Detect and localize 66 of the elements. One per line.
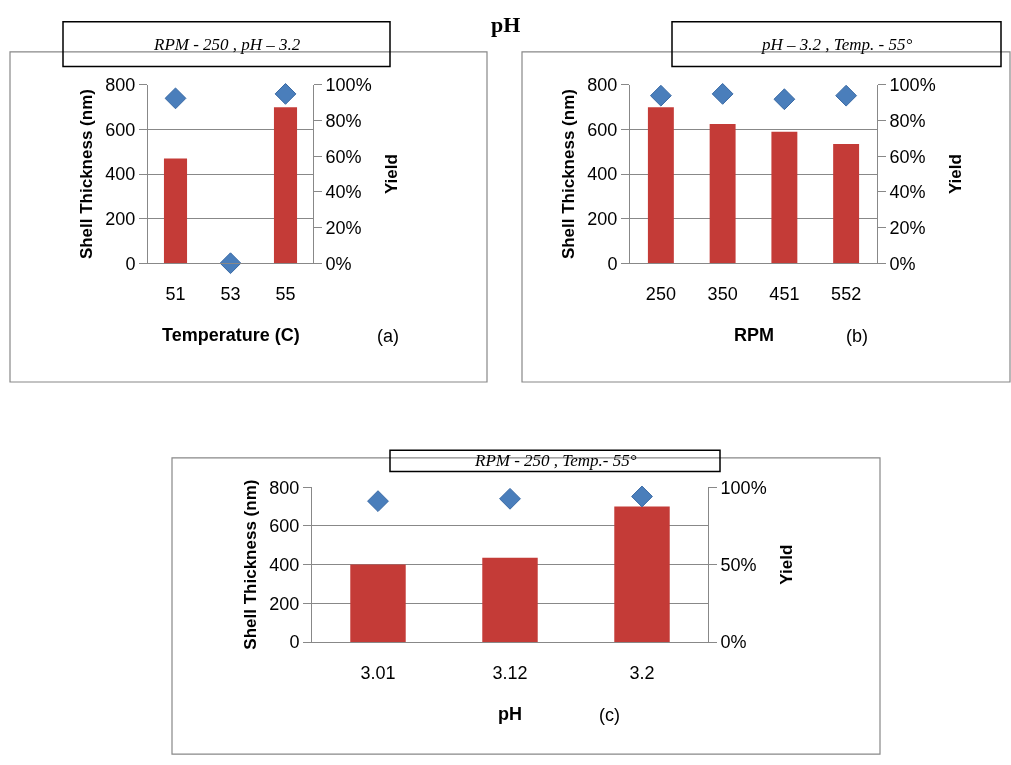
x-tick-label: 55 (275, 283, 296, 304)
bar (614, 506, 670, 643)
x-tick-label: 3.2 (629, 662, 655, 683)
y-tick-label: 200 (269, 593, 300, 614)
bar (350, 564, 406, 643)
y-tick-label: 800 (587, 75, 618, 96)
y-tick-label: 600 (587, 119, 618, 140)
y2-tick-label: 0% (720, 632, 747, 653)
y-tick-label: 200 (587, 208, 618, 229)
y2-tick-label: 60% (889, 146, 926, 167)
chart-title: RPM - 250 , pH – 3.2 (153, 35, 301, 54)
x-tick-label: 53 (220, 283, 241, 304)
y-axis-title: Shell Thickness (nm) (558, 89, 578, 260)
text: pH (491, 12, 521, 37)
point (219, 252, 242, 275)
y-axis-title: Shell Thickness (nm) (76, 89, 96, 260)
y2-tick-label: 0% (325, 253, 352, 274)
point (274, 83, 297, 105)
x-tick-label: 3.12 (492, 662, 528, 683)
y2-tick-label: 50% (720, 554, 757, 575)
y-tick-label: 0 (125, 253, 136, 274)
bar (709, 123, 736, 264)
y-tick-label: 400 (269, 554, 300, 575)
y-tick-label: 800 (105, 75, 136, 96)
chart-title: pH – 3.2 , Temp. - 55° (761, 35, 913, 54)
y-tick-label: 400 (105, 164, 136, 185)
bar (647, 107, 674, 264)
y2-tick-label: 100% (889, 75, 936, 96)
y-tick-label: 200 (105, 208, 136, 229)
y2-tick-label: 20% (325, 217, 362, 238)
x-tick-label: 51 (165, 283, 186, 304)
x-tick-label: 451 (769, 283, 800, 304)
y2-tick-label: 20% (889, 217, 926, 238)
y2-axis-title: Yield (777, 544, 797, 585)
x-axis-title: Temperature (C) (162, 325, 300, 345)
text: (a) (377, 326, 399, 346)
y-tick-label: 400 (587, 164, 618, 185)
y-tick-label: 600 (269, 516, 300, 537)
y-tick-label: 800 (269, 477, 300, 498)
bar (771, 131, 798, 264)
point (164, 87, 187, 110)
bar (482, 557, 538, 643)
y2-tick-label: 40% (889, 182, 926, 203)
x-tick-label: 350 (707, 283, 738, 304)
x-tick-label: 3.01 (360, 662, 396, 683)
y2-tick-label: 80% (325, 110, 362, 131)
y-tick-label: 600 (105, 119, 136, 140)
y-tick-label: 0 (607, 253, 618, 274)
y2-tick-label: 100% (325, 75, 372, 96)
x-axis-title: RPM (734, 325, 774, 345)
x-tick-label: 250 (645, 283, 676, 304)
y2-tick-label: 100% (720, 477, 767, 498)
y2-tick-label: 60% (325, 146, 362, 167)
text: (c) (599, 705, 620, 725)
bar (833, 144, 860, 264)
y2-tick-label: 80% (889, 110, 926, 131)
chart-title: RPM - 250 , Temp.- 55° (474, 451, 637, 470)
y-axis-title: Shell Thickness (nm) (240, 479, 260, 650)
x-axis-title: pH (498, 704, 522, 724)
x-tick-label: 552 (831, 283, 862, 304)
y2-tick-label: 0% (889, 253, 916, 274)
y2-axis-title: Yield (382, 154, 402, 195)
y-tick-label: 0 (289, 632, 300, 653)
y2-tick-label: 40% (325, 182, 362, 203)
text: (b) (846, 326, 868, 346)
y2-axis-title: Yield (946, 154, 966, 195)
